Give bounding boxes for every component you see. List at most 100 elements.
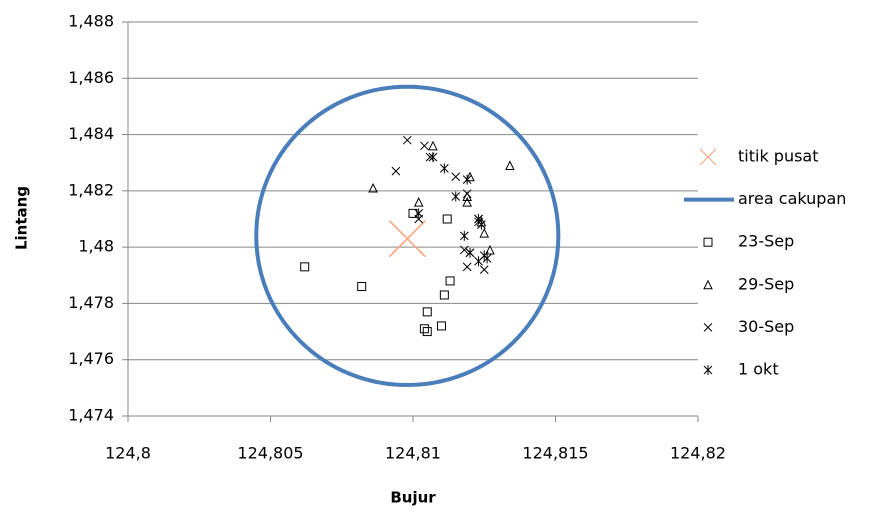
marker-shape [462,174,472,185]
marker [462,191,472,201]
marker-shape [703,365,713,375]
x-tick-label: 124,815 [522,444,588,463]
marker-shape [479,250,489,261]
marker [368,182,378,193]
legend-item: titik pusat [699,147,819,166]
marker [459,230,469,241]
marker [439,290,449,300]
marker-shape [420,141,429,151]
marker [445,276,455,286]
marker [479,227,490,238]
marker [420,141,429,151]
y-tick-label: 1,486 [68,68,114,87]
x-tick-label: 124,82 [670,444,726,463]
marker-shape [462,196,472,207]
marker-shape [428,152,438,163]
marker-shape [408,208,418,218]
marker-shape [422,307,432,317]
x-tick-label: 124,805 [237,444,303,463]
marker [459,245,469,255]
x-axis-title: Bujur [390,489,436,507]
marker [485,244,495,255]
marker [477,219,486,230]
marker-shape [445,276,455,286]
coverage-line [254,84,561,388]
marker [442,214,452,224]
marker [465,171,475,182]
marker [428,152,438,163]
legend-item: 30-Sep [703,317,794,336]
y-tick-label: 1,476 [68,349,114,368]
marker [479,265,489,275]
marker [462,174,472,185]
marker-shape [703,279,713,290]
legend-label: area cakupan [738,189,846,208]
marker [465,247,475,258]
marker [462,189,472,199]
marker [703,323,713,332]
marker-shape [479,265,489,275]
marker-shape [462,191,472,201]
marker [408,208,418,218]
marker-shape [368,182,378,193]
marker-shape [442,214,452,224]
legend-item: 23-Sep [703,232,794,251]
marker [703,365,713,375]
marker-shape [462,262,472,272]
marker-shape [465,247,475,258]
y-tick-label: 1,474 [68,406,114,425]
marker-shape [402,135,412,145]
marker [462,262,472,272]
marker [388,220,426,258]
marker-shape [477,219,486,230]
marker-shape [465,171,475,182]
marker [402,135,412,145]
marker [439,163,449,174]
marker-shape [703,237,713,247]
marker [422,307,432,317]
marker-shape [439,163,449,174]
marker-shape [428,140,438,151]
marker-shape [451,172,461,182]
legend-label: 1 okt [738,360,779,379]
marker [479,250,489,261]
marker-shape [505,160,515,171]
marker-shape [391,166,401,176]
y-tick-label: 1,482 [68,180,114,199]
marker-shape [459,245,469,255]
marker [419,324,429,334]
y-axis-title: Lintang [13,186,31,250]
marker [703,237,713,247]
legend-item: 1 okt [703,360,779,379]
marker [505,160,515,171]
marker [391,166,401,176]
marker-shape [485,244,495,255]
marker-shape [422,327,432,337]
legend-item: 29-Sep [703,274,794,293]
marker [474,256,483,267]
marker-shape [474,256,483,267]
marker-shape [703,323,713,332]
marker-shape [419,324,429,334]
legend-label: 30-Sep [738,317,794,336]
marker [699,148,717,166]
marker [300,262,310,272]
marker [413,196,424,207]
marker [451,172,461,182]
marker-shape [300,262,310,272]
marker [451,191,461,202]
marker-shape [459,230,469,241]
x-tick-label: 124,8 [105,444,151,463]
marker [422,327,432,337]
marker [703,279,713,290]
marker [428,140,438,151]
marker-shape [414,208,424,219]
y-tick-label: 1,488 [68,12,114,31]
marker [357,282,367,292]
marker [437,321,446,331]
marker-shape [439,290,449,300]
marker-shape [451,191,461,202]
y-tick-label: 1,478 [68,293,114,312]
y-tick-label: 1,48 [78,237,114,256]
